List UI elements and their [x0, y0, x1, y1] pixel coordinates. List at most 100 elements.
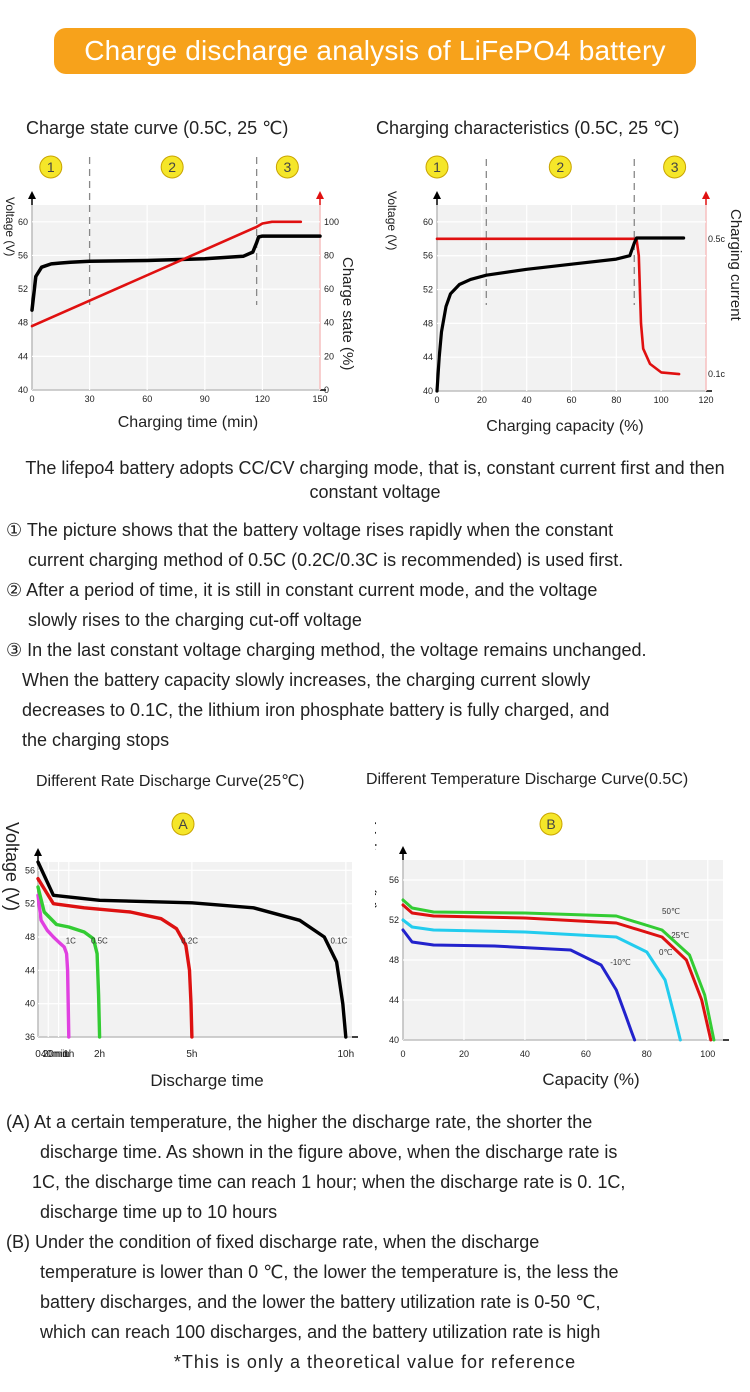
- y2-tick-label: 20: [324, 351, 334, 361]
- y-tick-label: 40: [18, 385, 28, 395]
- y-tick-label: 40: [25, 999, 35, 1009]
- y-tick-label: 40: [389, 1035, 399, 1045]
- x-tick-label: 90: [200, 394, 210, 404]
- stage-marker-2-label: 2: [556, 159, 564, 175]
- note-a-line-2: discharge time. As shown in the figure a…: [40, 1142, 618, 1162]
- x-tick-label: 120: [698, 395, 713, 405]
- y-tick-label: 60: [18, 217, 28, 227]
- chart4-title: Different Temperature Discharge Curve(0.…: [366, 771, 689, 788]
- x-tick-label: 0: [434, 395, 439, 405]
- y2-axis-arrow: [316, 191, 324, 199]
- y2-tick-label: 0.5c: [708, 234, 726, 244]
- temp-line-0℃: [401, 918, 682, 1042]
- note-b-line-3: battery discharges, and the lower the ba…: [40, 1292, 601, 1312]
- series-label: 0.1C: [330, 937, 347, 946]
- plot-area: [32, 205, 320, 390]
- stage-marker-3: [275, 155, 299, 179]
- y-tick-label: 56: [18, 250, 28, 260]
- x-tick-label: 80: [611, 395, 621, 405]
- page-banner: Charge discharge analysis of LiFePO4 bat…: [54, 28, 696, 74]
- x-tick-label: 20: [477, 395, 487, 405]
- point-3-line-2: When the battery capacity slowly increas…: [22, 670, 591, 690]
- x-tick-label: 30: [85, 394, 95, 404]
- temperature-discharge-chart: 40 44 48 52 56 0 20 40 60 80 100 B -10℃ 0℃ 25℃ 50℃ Capac…: [375, 812, 729, 1089]
- series-label: 1C: [66, 937, 76, 946]
- intro-text: The lifepo4 battery adopts CC/CV chargin…: [25, 458, 725, 502]
- chart-marker-a-label: A: [178, 816, 188, 832]
- x-tick-label: 40: [522, 395, 532, 405]
- y-tick-label: 52: [25, 899, 35, 909]
- y-tick-label: 60: [423, 217, 433, 227]
- x-tick-label: 60: [142, 394, 152, 404]
- y-tick-label: 48: [389, 955, 399, 965]
- point-2-line-2: slowly rises to the charging cut-off vol…: [28, 610, 362, 630]
- y-axis-label: Voltage (V): [375, 822, 379, 911]
- y-axis-label: Voltage (V): [385, 191, 399, 250]
- rate-line-0.1C: [36, 860, 348, 1039]
- series-label: 0.2C: [181, 937, 198, 946]
- y-axis-label: Voltage (V): [3, 197, 17, 256]
- stage-marker-2: [548, 155, 572, 179]
- temp-line-25℃: [401, 903, 713, 1042]
- y2-tick-label: 40: [324, 318, 334, 328]
- series-label: 50℃: [662, 907, 680, 916]
- y-tick-label: 52: [18, 284, 28, 294]
- voltage-line: [435, 236, 686, 393]
- footnote: *This is only a theoretical value for re…: [173, 1352, 577, 1372]
- y-tick-label: 36: [25, 1032, 35, 1042]
- chart-marker-b: [539, 812, 563, 836]
- chart3-title: Different Rate Discharge Curve(25℃): [36, 773, 305, 790]
- x-tick-label: 0: [400, 1049, 405, 1059]
- x-tick-label: 100: [700, 1049, 715, 1059]
- charge-state-line: [30, 220, 303, 328]
- x-axis-label: Charging capacity (%): [486, 418, 643, 435]
- point-2-line-1: ② After a period of time, it is still in…: [6, 580, 598, 600]
- note-b-line-1: (B) Under the condition of fixed dischar…: [6, 1232, 540, 1252]
- stage-marker-2-label: 2: [168, 159, 176, 175]
- charging-current-line: [435, 237, 681, 376]
- note-b-line-2: temperature is lower than 0 ℃, the lower…: [40, 1262, 619, 1282]
- stage-marker-3: [663, 155, 687, 179]
- y2-tick-label: 60: [324, 284, 334, 294]
- series-label: 0℃: [659, 948, 672, 957]
- chart-marker-b-label: B: [546, 816, 555, 832]
- x-tick-label: 0: [29, 394, 34, 404]
- x-tick-label: 100: [654, 395, 669, 405]
- y2-tick-label: 80: [324, 250, 334, 260]
- stage-marker-3-label: 3: [671, 159, 679, 175]
- series-label: -10℃: [610, 958, 631, 967]
- point-1-line-2: current charging method of 0.5C (0.2C/0.…: [28, 550, 624, 570]
- rate-line-0.2C: [36, 877, 194, 1039]
- x-tick-label: 150: [312, 394, 327, 404]
- stage-marker-1-label: 1: [433, 159, 441, 175]
- y-tick-label: 56: [423, 251, 433, 261]
- y2-tick-label: 0: [324, 385, 329, 395]
- y-tick-label: 52: [389, 915, 399, 925]
- note-a-line-3: 1C, the discharge time can reach 1 hour;…: [32, 1172, 626, 1192]
- x-tick-label: 10h: [337, 1049, 354, 1060]
- x-tick-label: 120: [255, 394, 270, 404]
- rate-line-0.5C: [36, 885, 102, 1039]
- x-axis-label: Charging time (min): [118, 414, 258, 431]
- stage-marker-2: [160, 155, 184, 179]
- y-tick-label: 44: [389, 995, 399, 1005]
- y2-axis-label: Charge state (%): [339, 257, 356, 370]
- x-tick-label: 40: [520, 1049, 530, 1059]
- x-axis-label: Discharge time: [150, 1071, 263, 1090]
- y-tick-label: 44: [18, 351, 28, 361]
- temp-line-50℃: [401, 898, 716, 1042]
- stage-marker-3-label: 3: [283, 159, 291, 175]
- note-a-line-4: discharge time up to 10 hours: [40, 1202, 278, 1222]
- point-3-line-3: decreases to 0.1C, the lithium iron phos…: [22, 700, 610, 720]
- stage-marker-1: [425, 155, 449, 179]
- point-3-line-1: ③ In the last constant voltage charging …: [6, 640, 647, 660]
- chart-marker-a: [171, 812, 195, 836]
- chart1-title: Charge state curve (0.5C, 25 ℃): [26, 118, 289, 138]
- y-axis-arrow: [28, 191, 36, 199]
- stage-marker-1: [39, 155, 63, 179]
- x-tick-label: 60: [566, 395, 576, 405]
- chart2-title: Charging characteristics (0.5C, 25 ℃): [376, 118, 680, 138]
- y-axis-arrow: [399, 846, 407, 854]
- y2-axis-arrow: [702, 191, 710, 199]
- x-tick-label: 60: [581, 1049, 591, 1059]
